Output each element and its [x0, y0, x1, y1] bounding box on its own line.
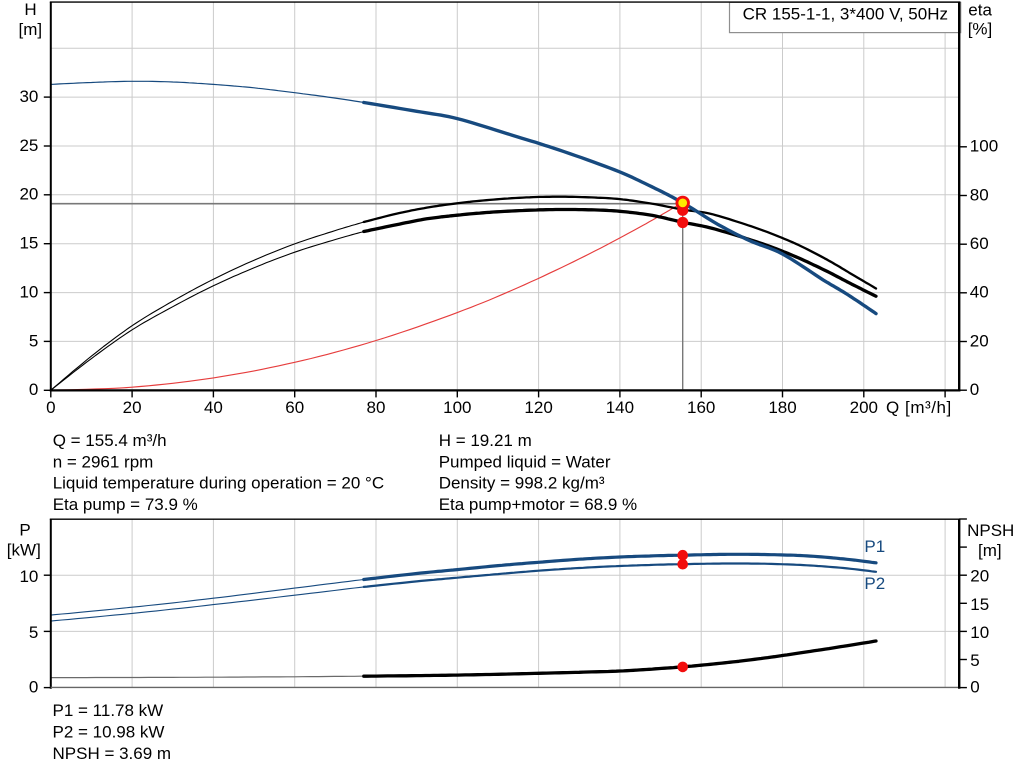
svg-text:0: 0 — [46, 398, 55, 417]
svg-text:Q [m³/h]: Q [m³/h] — [886, 398, 952, 417]
svg-text:20: 20 — [123, 398, 142, 417]
svg-text:20: 20 — [19, 185, 38, 204]
svg-text:200: 200 — [850, 398, 878, 417]
svg-text:20: 20 — [970, 567, 989, 586]
svg-text:eta: eta — [968, 0, 992, 19]
svg-text:30: 30 — [19, 87, 38, 106]
svg-text:P1 = 11.78 kW: P1 = 11.78 kW — [53, 701, 164, 720]
svg-text:Eta pump = 73.9 %: Eta pump = 73.9 % — [53, 495, 198, 514]
svg-text:[m]: [m] — [18, 20, 42, 39]
svg-text:0: 0 — [970, 380, 979, 399]
svg-text:40: 40 — [204, 398, 223, 417]
svg-text:0: 0 — [29, 677, 38, 696]
svg-text:Density = 998.2 kg/m³: Density = 998.2 kg/m³ — [439, 474, 605, 493]
svg-text:100: 100 — [970, 137, 998, 156]
svg-text:60: 60 — [285, 398, 304, 417]
svg-text:H = 19.21 m: H = 19.21 m — [439, 431, 532, 450]
svg-text:100: 100 — [443, 398, 471, 417]
svg-text:5: 5 — [970, 651, 979, 670]
svg-text:120: 120 — [524, 398, 552, 417]
svg-text:n = 2961 rpm: n = 2961 rpm — [53, 452, 154, 471]
svg-text:NPSH: NPSH — [967, 521, 1014, 540]
svg-text:0: 0 — [29, 380, 38, 399]
svg-text:180: 180 — [768, 398, 796, 417]
svg-text:[kW]: [kW] — [7, 540, 41, 559]
svg-text:80: 80 — [970, 185, 989, 204]
svg-text:Eta pump+motor = 68.9 %: Eta pump+motor = 68.9 % — [439, 495, 637, 514]
svg-text:H: H — [24, 0, 36, 19]
svg-text:NPSH = 3.69 m: NPSH = 3.69 m — [53, 744, 172, 763]
svg-text:15: 15 — [19, 234, 38, 253]
svg-text:[m]: [m] — [978, 541, 1002, 560]
svg-text:15: 15 — [970, 595, 989, 614]
svg-text:5: 5 — [29, 331, 38, 350]
svg-text:0: 0 — [970, 678, 979, 697]
svg-text:10: 10 — [19, 567, 38, 586]
svg-text:10: 10 — [970, 623, 989, 642]
svg-text:[%]: [%] — [968, 20, 993, 39]
svg-text:140: 140 — [606, 398, 634, 417]
svg-text:20: 20 — [970, 331, 989, 350]
svg-text:80: 80 — [367, 398, 386, 417]
svg-text:P2 = 10.98 kW: P2 = 10.98 kW — [53, 723, 165, 742]
svg-text:P2: P2 — [864, 574, 885, 593]
svg-text:Pumped liquid = Water: Pumped liquid = Water — [439, 452, 611, 471]
svg-text:P: P — [19, 520, 30, 539]
svg-text:10: 10 — [19, 283, 38, 302]
svg-text:25: 25 — [19, 136, 38, 155]
svg-text:60: 60 — [970, 234, 989, 253]
svg-text:160: 160 — [687, 398, 715, 417]
svg-text:Liquid temperature during oper: Liquid temperature during operation = 20… — [53, 474, 384, 493]
svg-text:P1: P1 — [864, 537, 885, 556]
svg-text:Q = 155.4 m³/h: Q = 155.4 m³/h — [53, 431, 167, 450]
svg-text:40: 40 — [970, 283, 989, 302]
svg-text:5: 5 — [29, 623, 38, 642]
svg-text:CR 155-1-1, 3*400 V, 50Hz: CR 155-1-1, 3*400 V, 50Hz — [743, 4, 948, 23]
